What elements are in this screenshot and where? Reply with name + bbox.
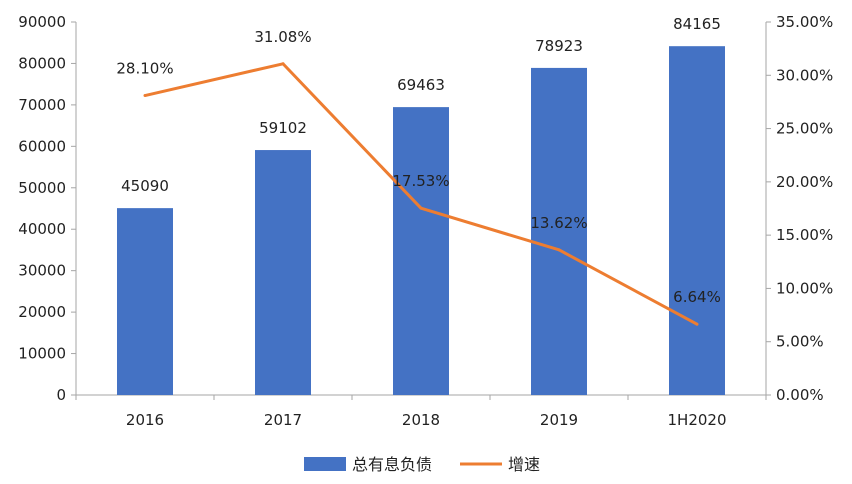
line-value-label: 31.08% <box>254 28 311 46</box>
right-tick-label: 35.00% <box>776 13 833 31</box>
line-value-label: 17.53% <box>392 172 449 190</box>
line-point <box>419 206 423 210</box>
line-value-label: 28.10% <box>116 60 173 78</box>
x-tick-label: 2019 <box>540 411 578 429</box>
x-tick-label: 1H2020 <box>668 411 727 429</box>
bar-value-label: 45090 <box>121 177 169 195</box>
line-point <box>557 248 561 252</box>
left-tick-label: 90000 <box>18 13 66 31</box>
bar-value-label: 59102 <box>259 119 307 137</box>
bar <box>669 46 725 396</box>
bar-value-label: 69463 <box>397 76 445 94</box>
line-value-label: 6.64% <box>673 288 721 306</box>
left-tick-label: 40000 <box>18 220 66 238</box>
left-tick-label: 20000 <box>18 303 66 321</box>
bar-value-label: 78923 <box>535 37 583 55</box>
x-axis-ticks: 2016 2017 2018 2019 1H2020 <box>75 395 767 429</box>
line-series <box>143 62 699 326</box>
line-data-labels: 28.10% 31.08% 17.53% 13.62% 6.64% <box>116 28 720 306</box>
line-point <box>281 62 285 66</box>
bar <box>117 208 173 395</box>
x-tick-label: 2017 <box>264 411 302 429</box>
right-tick-label: 15.00% <box>776 226 833 244</box>
bar <box>531 67 587 395</box>
right-axis-ticks: 0.00% 5.00% 10.00% 15.00% 20.00% 25.00% 30.00%… <box>766 13 833 404</box>
bar-series <box>117 46 725 396</box>
line-value-label: 13.62% <box>530 214 587 232</box>
right-tick-label: 30.00% <box>776 66 833 84</box>
legend-bar-swatch <box>304 457 346 471</box>
bar-value-label: 84165 <box>673 15 721 33</box>
left-axis-ticks: 0 10000 20000 30000 40000 50000 60000 70000 8000… <box>18 13 76 404</box>
left-tick-label: 30000 <box>18 262 66 280</box>
left-tick-label: 80000 <box>18 54 66 72</box>
legend-line-label: 增速 <box>508 455 540 474</box>
bar-data-labels: 45090 59102 69463 78923 84165 <box>121 15 721 195</box>
line-point <box>143 94 147 98</box>
right-tick-label: 5.00% <box>776 333 824 351</box>
legend-bar-label: 总有息负债 <box>352 455 432 474</box>
left-tick-label: 70000 <box>18 96 66 114</box>
left-tick-label: 10000 <box>18 345 66 363</box>
legend: 总有息负债 增速 <box>304 455 540 474</box>
left-tick-label: 50000 <box>18 179 66 197</box>
right-tick-label: 0.00% <box>776 386 824 404</box>
right-tick-label: 25.00% <box>776 120 833 138</box>
left-tick-label: 60000 <box>18 137 66 155</box>
bar <box>393 107 449 396</box>
line-point <box>695 322 699 326</box>
x-tick-label: 2018 <box>402 411 440 429</box>
left-tick-label: 0 <box>56 386 66 404</box>
right-tick-label: 10.00% <box>776 279 833 297</box>
x-tick-label: 2016 <box>126 411 164 429</box>
bar <box>255 150 311 395</box>
right-tick-label: 20.00% <box>776 173 833 191</box>
